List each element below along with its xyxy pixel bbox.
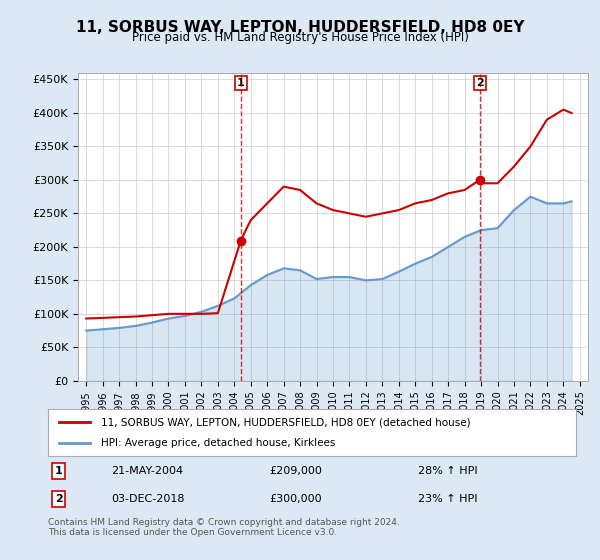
Text: 11, SORBUS WAY, LEPTON, HUDDERSFIELD, HD8 0EY (detached house): 11, SORBUS WAY, LEPTON, HUDDERSFIELD, HD… (101, 417, 470, 427)
Text: 28% ↑ HPI: 28% ↑ HPI (418, 466, 477, 476)
Text: 2: 2 (55, 494, 62, 504)
Text: £300,000: £300,000 (270, 494, 322, 504)
Text: 23% ↑ HPI: 23% ↑ HPI (418, 494, 477, 504)
Text: 11, SORBUS WAY, LEPTON, HUDDERSFIELD, HD8 0EY: 11, SORBUS WAY, LEPTON, HUDDERSFIELD, HD… (76, 20, 524, 35)
Text: £209,000: £209,000 (270, 466, 323, 476)
Text: 1: 1 (237, 78, 245, 88)
Text: Price paid vs. HM Land Registry's House Price Index (HPI): Price paid vs. HM Land Registry's House … (131, 31, 469, 44)
Text: Contains HM Land Registry data © Crown copyright and database right 2024.
This d: Contains HM Land Registry data © Crown c… (48, 518, 400, 538)
Text: 21-MAY-2004: 21-MAY-2004 (112, 466, 184, 476)
Text: 1: 1 (55, 466, 62, 476)
Text: 2: 2 (476, 78, 484, 88)
Text: 03-DEC-2018: 03-DEC-2018 (112, 494, 185, 504)
Text: HPI: Average price, detached house, Kirklees: HPI: Average price, detached house, Kirk… (101, 438, 335, 448)
